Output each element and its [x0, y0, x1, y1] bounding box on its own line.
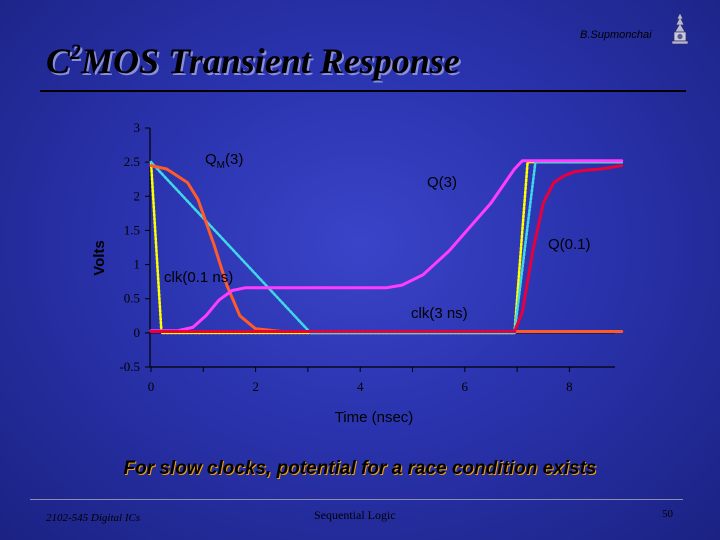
y-tick-label: 3: [134, 120, 141, 135]
y-tick-label: 1: [134, 257, 141, 272]
title-divider: [40, 90, 686, 92]
slide-title: C2MOS Transient Response: [46, 39, 460, 82]
footer-divider: [30, 499, 683, 500]
series-line-q-0-1: [149, 164, 624, 333]
y-tick-label: 0.5: [124, 291, 140, 306]
x-tick-label: 8: [566, 379, 573, 394]
y-axis-label: Volts: [91, 240, 108, 276]
page-number: 50: [662, 508, 673, 520]
y-tick-label: -0.5: [119, 359, 140, 374]
y-tick-label: 2: [134, 188, 141, 203]
annotation-label: Q(3): [427, 174, 457, 191]
y-tick-label: 1.5: [124, 222, 140, 237]
x-tick-label: 6: [462, 379, 469, 394]
y-tick-label: 2.5: [124, 154, 140, 169]
y-tick-label: 0: [134, 325, 141, 340]
x-tick-label: 2: [252, 379, 259, 394]
x-tick-label: 4: [357, 379, 364, 394]
annotation-label: clk(0.1 ns): [164, 269, 233, 286]
footer-course: 2102-545 Digital ICs: [46, 512, 141, 524]
university-crest-icon: [671, 12, 689, 45]
author-name: B.Supmonchai: [580, 29, 652, 41]
slide-caption: For slow clocks, potential for a race co…: [123, 458, 597, 479]
footer-topic: Sequential Logic: [314, 508, 396, 522]
annotation-label: Q(0.1): [548, 236, 591, 253]
annotation-label: clk(3 ns): [411, 305, 468, 322]
annotation-label: QM(3): [205, 151, 243, 171]
series-line-q-3: [149, 159, 624, 333]
x-axis-label: Time (nsec): [335, 409, 414, 426]
x-tick-label: 0: [148, 379, 155, 394]
